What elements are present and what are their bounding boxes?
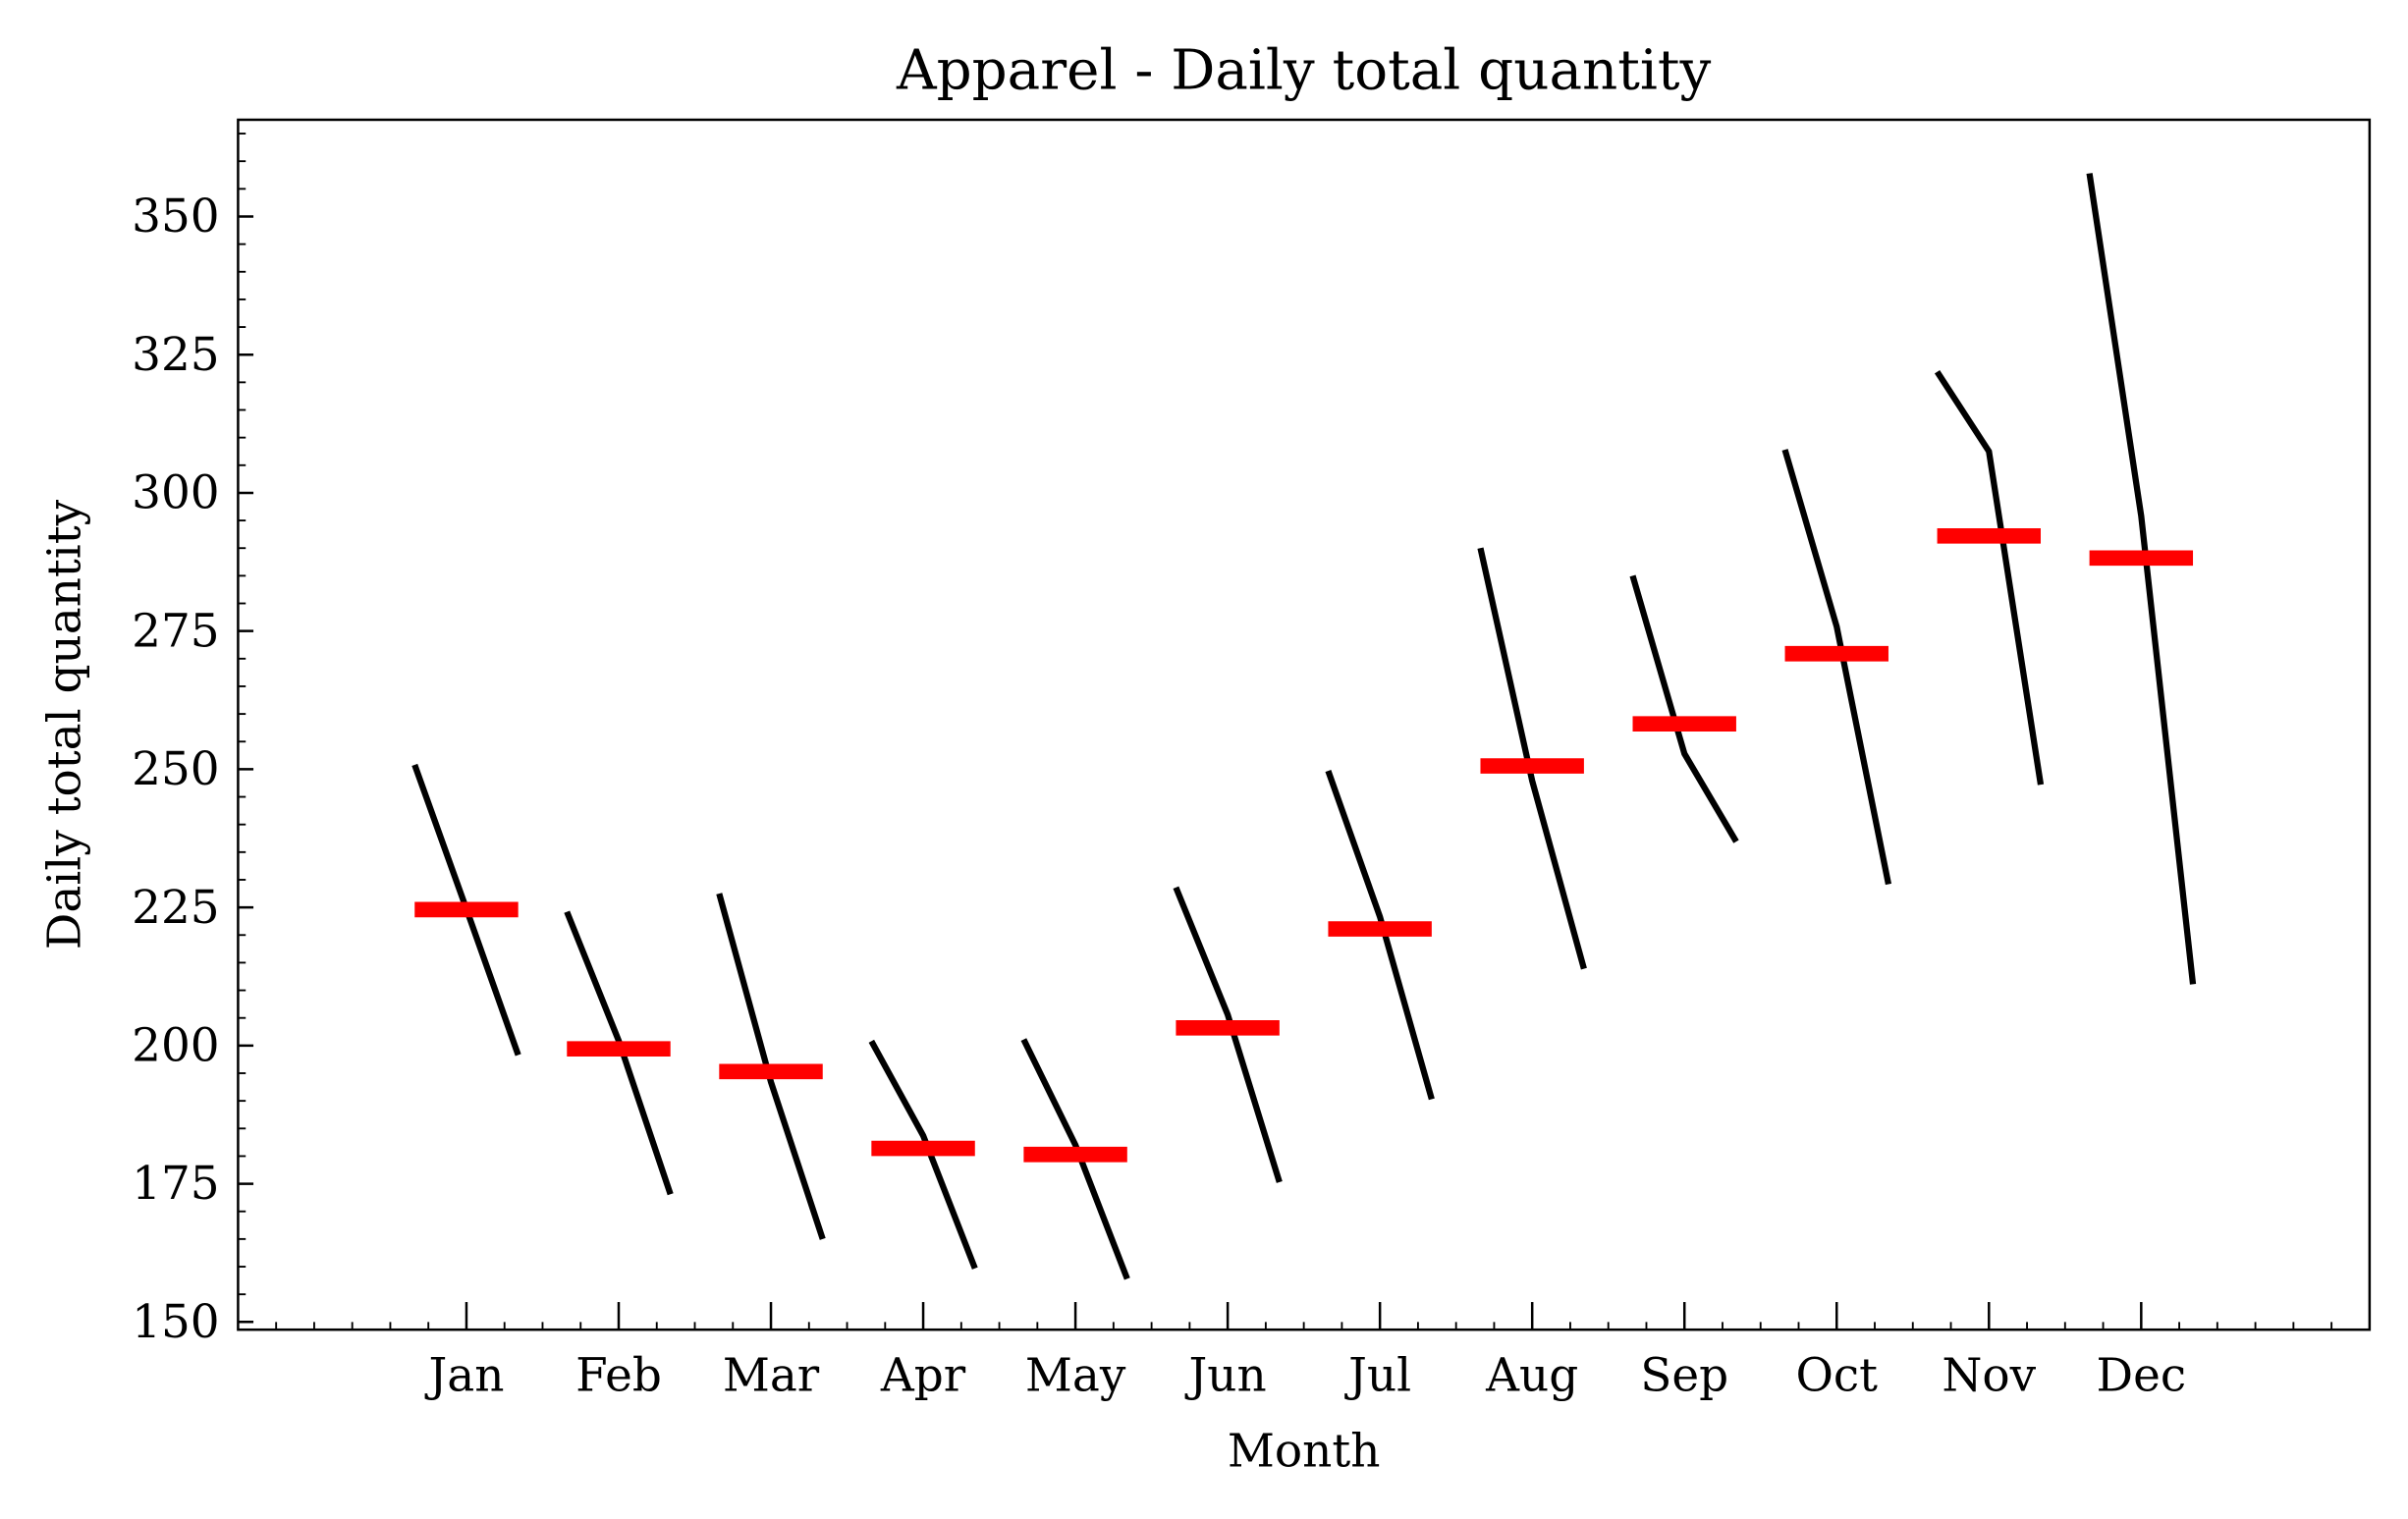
x-tick-label: Jul xyxy=(1344,1349,1411,1403)
subseries-line xyxy=(716,893,826,1240)
y-tick-label: 250 xyxy=(132,742,220,796)
x-axis-label: Month xyxy=(1228,1424,1381,1478)
x-tick-label: Dec xyxy=(2097,1349,2187,1403)
y-axis-label: Daily total quantity xyxy=(37,499,91,949)
y-tick-label: 150 xyxy=(132,1295,220,1349)
x-tick-label: May xyxy=(1025,1349,1126,1403)
y-tick-label: 225 xyxy=(132,881,220,935)
subseries-line xyxy=(564,910,674,1196)
x-tick-label: Jun xyxy=(1185,1349,1267,1403)
y-tick-label: 200 xyxy=(132,1018,220,1072)
y-tick-label: 325 xyxy=(132,328,220,382)
subseries-line xyxy=(1629,574,1739,843)
subseries-line xyxy=(868,1039,978,1270)
plot-frame xyxy=(237,118,2372,1331)
subseries-line xyxy=(1020,1038,1130,1280)
subseries-line xyxy=(1781,449,1892,886)
subseries-line xyxy=(1173,886,1283,1183)
subseries-line xyxy=(1477,547,1587,970)
y-tick-label: 275 xyxy=(132,604,220,658)
subseries-line xyxy=(1325,770,1435,1101)
y-tick-label: 300 xyxy=(132,466,220,520)
y-tick-label: 350 xyxy=(132,190,220,244)
x-tick-label: Feb xyxy=(575,1349,662,1403)
x-tick-label: Nov xyxy=(1942,1349,2036,1403)
x-tick-label: Sep xyxy=(1640,1349,1728,1403)
x-tick-label: Mar xyxy=(723,1349,820,1403)
subseries-line xyxy=(1934,369,2045,786)
subseries-line xyxy=(2086,173,2197,985)
x-tick-label: Oct xyxy=(1795,1349,1878,1403)
chart-title: Apparel - Daily total quantity xyxy=(896,39,1712,103)
y-tick-label: 175 xyxy=(132,1157,220,1211)
x-tick-label: Apr xyxy=(880,1349,966,1403)
x-tick-label: Aug xyxy=(1485,1349,1578,1403)
x-tick-label: Jan xyxy=(424,1349,504,1403)
